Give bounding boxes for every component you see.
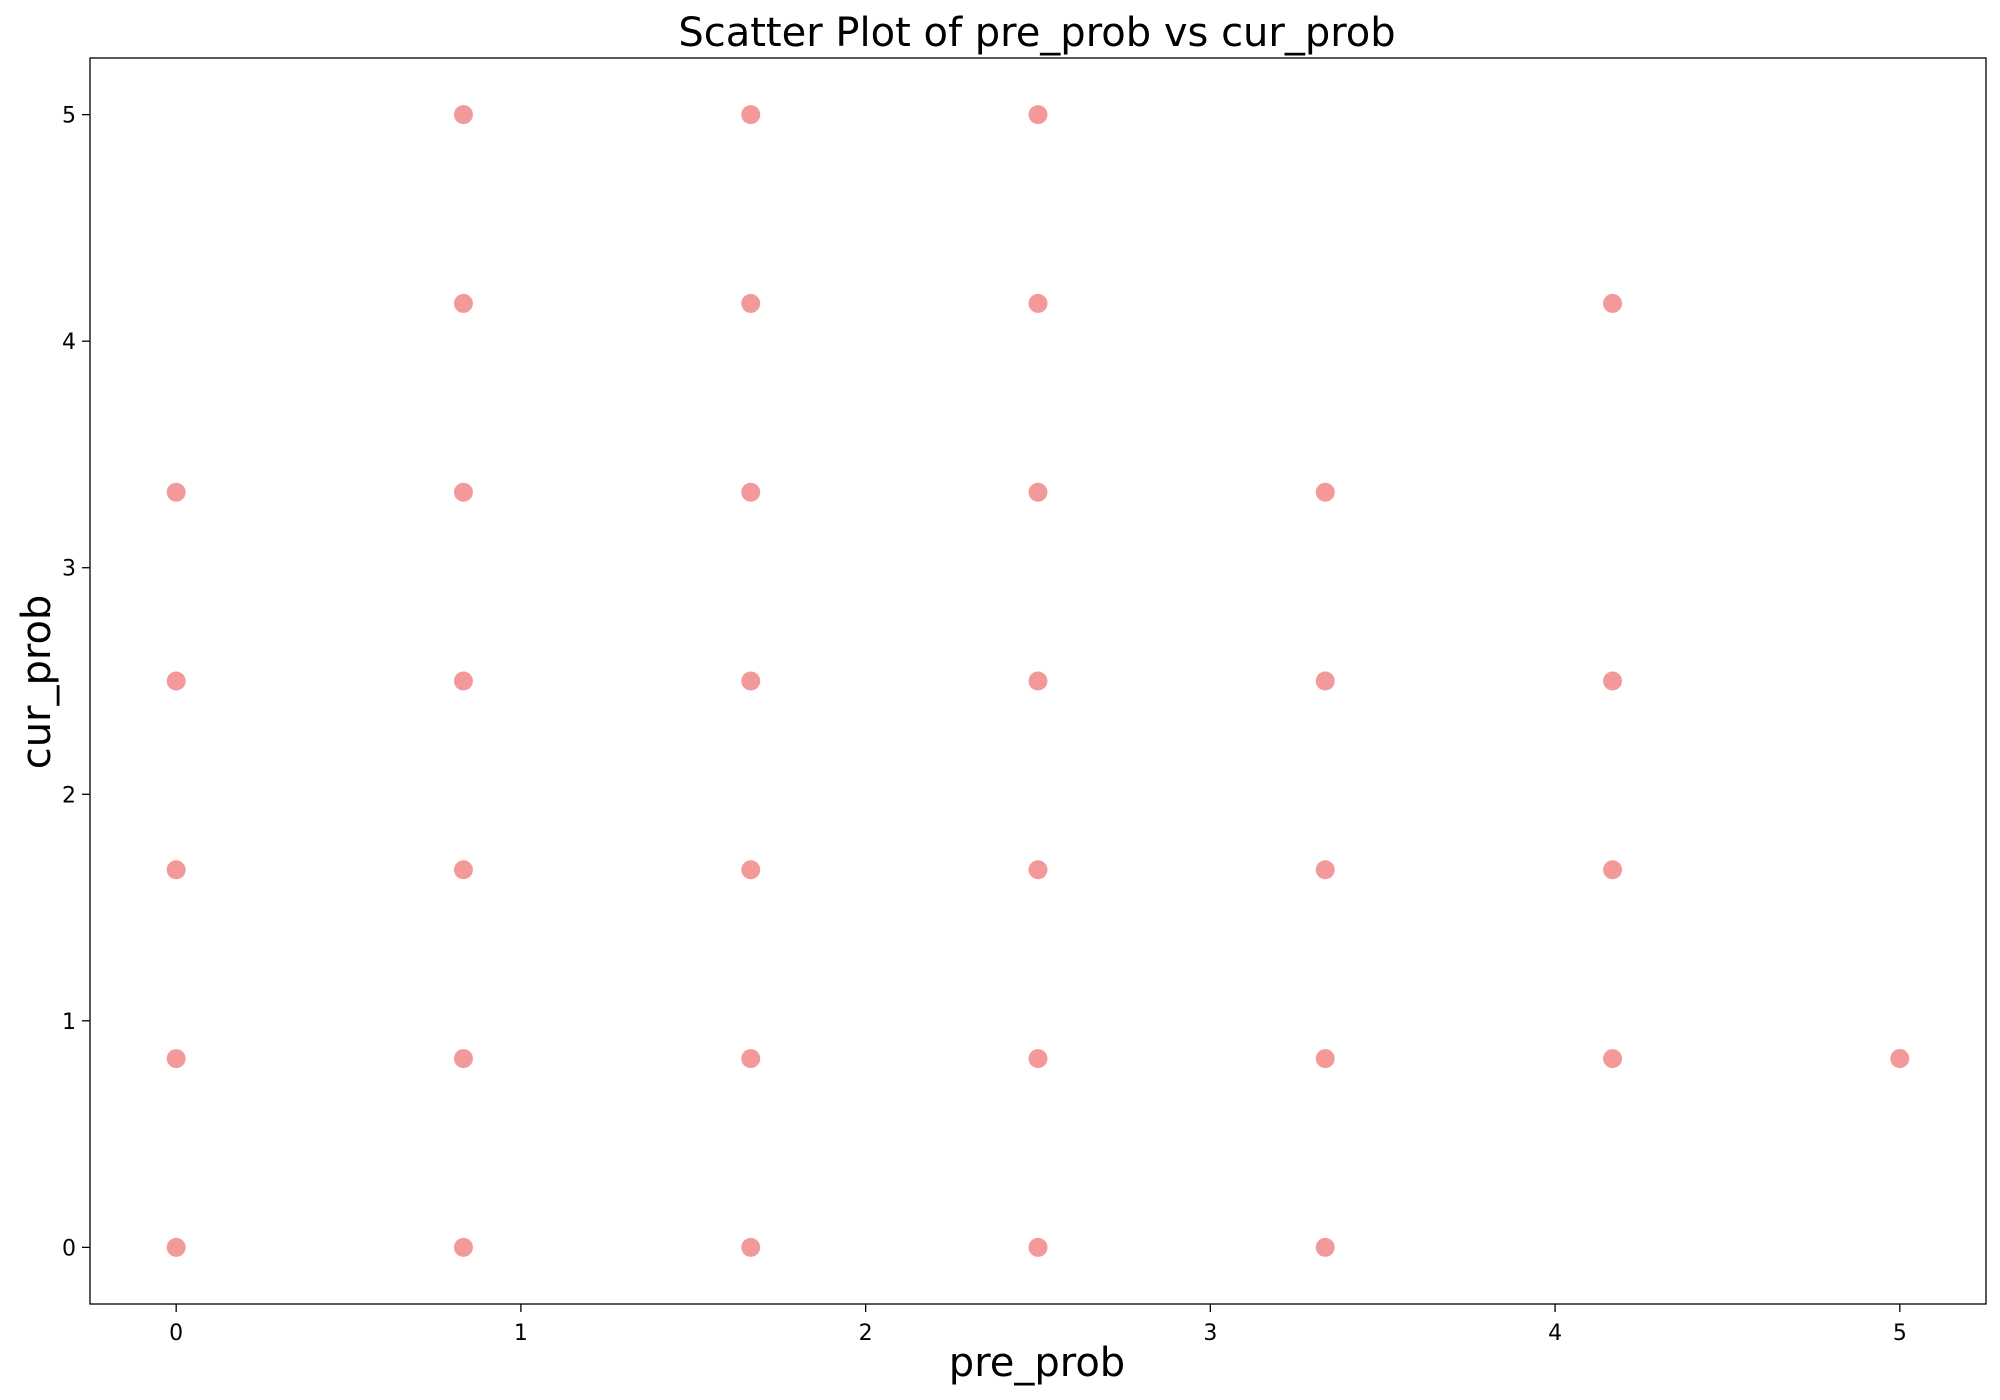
y-tick-label: 4 — [62, 330, 76, 355]
scatter-point — [741, 1237, 761, 1257]
scatter-point — [1028, 482, 1048, 502]
y-tick-label: 5 — [62, 104, 76, 129]
scatter-point — [166, 1049, 186, 1069]
scatter-point — [453, 671, 473, 691]
scatter-point — [1315, 482, 1335, 502]
scatter-point — [166, 1237, 186, 1257]
x-axis: 0 1 2 3 4 5 — [169, 1304, 1907, 1346]
scatter-point — [741, 860, 761, 880]
x-tick-label: 2 — [859, 1321, 873, 1346]
x-axis-label: pre_prob — [949, 1340, 1125, 1386]
y-tick-label: 2 — [62, 783, 76, 808]
x-tick-label: 3 — [1203, 1321, 1217, 1346]
scatter-point — [1315, 1237, 1335, 1257]
plot-area — [89, 57, 1987, 1305]
scatter-point — [741, 482, 761, 502]
scatter-point — [1603, 293, 1623, 313]
scatter-point — [741, 105, 761, 125]
scatter-point — [453, 1049, 473, 1069]
scatter-point — [1028, 293, 1048, 313]
scatter-point — [453, 105, 473, 125]
x-tick-label: 0 — [169, 1321, 183, 1346]
scatter-point — [453, 482, 473, 502]
scatter-point — [1028, 1049, 1048, 1069]
chart-title: Scatter Plot of pre_prob vs cur_prob — [678, 10, 1395, 56]
x-tick-label: 1 — [514, 1321, 528, 1346]
points-layer — [166, 105, 1910, 1257]
scatter-point — [1315, 671, 1335, 691]
scatter-point — [166, 860, 186, 880]
scatter-point — [1315, 860, 1335, 880]
scatter-point — [166, 482, 186, 502]
scatter-point — [453, 1237, 473, 1257]
scatter-point — [166, 671, 186, 691]
scatter-point — [1315, 1049, 1335, 1069]
x-tick-label: 5 — [1893, 1321, 1907, 1346]
scatter-point — [1603, 860, 1623, 880]
scatter-point — [453, 860, 473, 880]
scatter-point — [741, 1049, 761, 1069]
scatter-point — [453, 293, 473, 313]
y-tick-label: 3 — [62, 557, 76, 582]
x-tick-label: 4 — [1548, 1321, 1562, 1346]
scatter-point — [1603, 671, 1623, 691]
y-tick-label: 0 — [62, 1236, 76, 1261]
scatter-point — [1028, 671, 1048, 691]
scatter-point — [741, 293, 761, 313]
scatter-point — [1603, 1049, 1623, 1069]
scatter-point — [1028, 1237, 1048, 1257]
scatter-point — [741, 671, 761, 691]
y-axis: 0 1 2 3 4 5 — [62, 104, 90, 1261]
scatter-point — [1890, 1049, 1910, 1069]
scatter-point — [1028, 105, 1048, 125]
scatter-point — [1028, 860, 1048, 880]
y-axis-label: cur_prob — [14, 595, 60, 770]
plot-frame — [89, 57, 1987, 1305]
y-tick-label: 1 — [62, 1010, 76, 1035]
